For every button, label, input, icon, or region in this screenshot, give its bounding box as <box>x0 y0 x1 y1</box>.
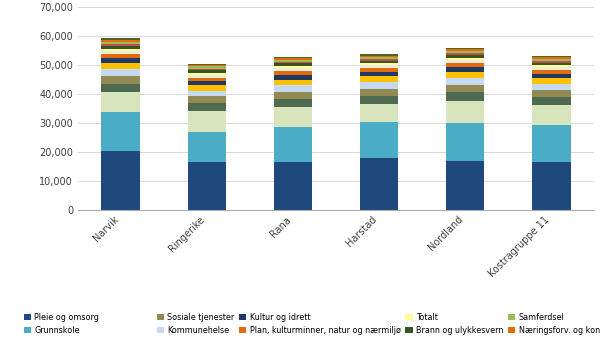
Bar <box>274 66 313 68</box>
Bar <box>532 105 571 125</box>
Bar <box>359 56 398 57</box>
Bar <box>188 75 226 78</box>
Bar <box>188 65 226 67</box>
Bar <box>359 122 398 158</box>
Bar <box>446 67 484 72</box>
Bar <box>532 90 571 97</box>
Bar <box>446 123 484 161</box>
Bar <box>532 97 571 105</box>
Bar <box>101 92 140 112</box>
Bar <box>446 49 484 51</box>
Bar <box>446 53 484 55</box>
Bar <box>274 68 313 71</box>
Bar <box>446 58 484 60</box>
Bar <box>274 63 313 66</box>
Bar <box>532 57 571 59</box>
Bar <box>532 65 571 67</box>
Legend: Pleie og omsorg, Grunnskole, Barnehage, Adm, styring og fellesutgifter, Sosiale : Pleie og omsorg, Grunnskole, Barnehage, … <box>22 311 600 338</box>
Bar <box>532 162 571 210</box>
Bar <box>188 96 226 103</box>
Bar <box>101 49 140 51</box>
Bar <box>101 39 140 40</box>
Bar <box>532 67 571 70</box>
Bar <box>274 92 313 99</box>
Bar <box>101 112 140 151</box>
Bar <box>188 73 226 75</box>
Bar <box>188 86 226 91</box>
Bar <box>446 161 484 210</box>
Bar <box>359 68 398 72</box>
Bar <box>359 59 398 61</box>
Bar <box>274 57 313 58</box>
Bar <box>188 64 226 65</box>
Bar <box>532 78 571 84</box>
Bar <box>359 76 398 82</box>
Bar <box>359 72 398 76</box>
Bar <box>274 80 313 86</box>
Bar <box>446 63 484 67</box>
Bar <box>359 96 398 104</box>
Bar <box>101 44 140 46</box>
Bar <box>188 81 226 86</box>
Bar <box>359 63 398 65</box>
Bar <box>446 55 484 58</box>
Bar <box>359 57 398 59</box>
Bar <box>101 69 140 76</box>
Bar <box>101 40 140 42</box>
Bar <box>532 56 571 57</box>
Bar <box>446 78 484 85</box>
Bar <box>446 92 484 101</box>
Bar <box>274 86 313 92</box>
Bar <box>532 59 571 61</box>
Bar <box>359 65 398 68</box>
Bar <box>446 85 484 92</box>
Bar <box>188 103 226 112</box>
Bar <box>446 60 484 63</box>
Bar <box>101 76 140 83</box>
Bar <box>532 125 571 162</box>
Bar <box>532 61 571 63</box>
Bar <box>101 58 140 63</box>
Bar <box>101 51 140 54</box>
Bar <box>274 162 313 210</box>
Bar <box>188 162 226 210</box>
Bar <box>446 101 484 123</box>
Bar <box>101 54 140 58</box>
Bar <box>274 58 313 60</box>
Bar <box>532 84 571 90</box>
Bar <box>101 42 140 44</box>
Bar <box>188 91 226 96</box>
Bar <box>274 62 313 63</box>
Bar <box>532 63 571 65</box>
Bar <box>101 83 140 92</box>
Bar <box>359 82 398 89</box>
Bar <box>446 51 484 53</box>
Bar <box>188 112 226 132</box>
Bar <box>188 132 226 162</box>
Bar <box>274 99 313 107</box>
Bar <box>188 70 226 73</box>
Bar <box>359 54 398 56</box>
Bar <box>274 107 313 127</box>
Bar <box>446 72 484 78</box>
Bar <box>359 61 398 63</box>
Bar <box>274 75 313 80</box>
Bar <box>359 104 398 122</box>
Bar <box>101 63 140 69</box>
Bar <box>532 70 571 74</box>
Bar <box>274 71 313 75</box>
Bar <box>101 46 140 49</box>
Bar <box>188 67 226 69</box>
Bar <box>274 127 313 162</box>
Bar <box>101 151 140 210</box>
Bar <box>188 78 226 81</box>
Bar <box>188 69 226 70</box>
Bar <box>446 48 484 49</box>
Bar <box>359 158 398 210</box>
Bar <box>532 74 571 78</box>
Bar <box>274 60 313 62</box>
Bar <box>359 89 398 96</box>
